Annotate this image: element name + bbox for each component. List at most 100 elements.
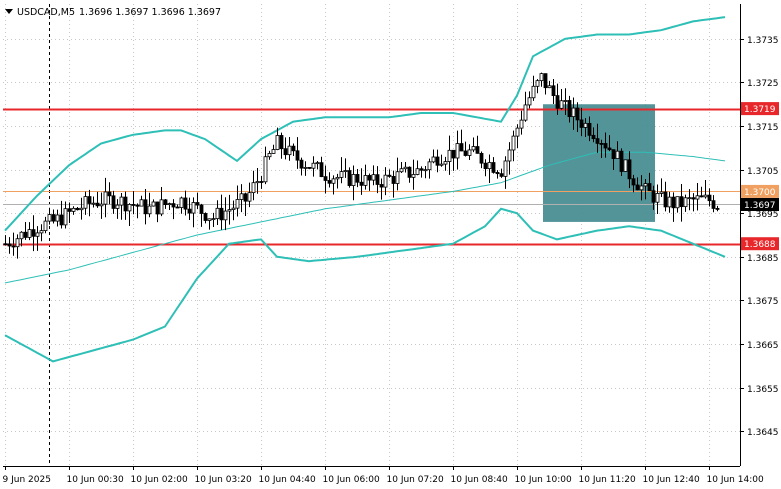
candle xyxy=(111,190,116,214)
candle-bull-body xyxy=(427,161,432,171)
candle xyxy=(211,212,216,228)
candle xyxy=(451,149,456,171)
candle xyxy=(647,172,652,192)
candle xyxy=(23,222,28,240)
candle-bull-body xyxy=(151,201,156,207)
candle-bear-body xyxy=(451,149,456,159)
candle-bull-body xyxy=(371,174,376,181)
candle xyxy=(315,161,320,170)
candle-bull-body xyxy=(695,195,700,200)
candle-bear-body xyxy=(651,190,656,203)
candle-bear-body xyxy=(87,196,92,204)
candle xyxy=(395,157,400,191)
candle-bull-body xyxy=(231,207,236,210)
y-tick-label: 1.3705 xyxy=(747,167,779,177)
candle-bull-body xyxy=(439,163,444,166)
candle-bear-body xyxy=(387,174,392,177)
candle xyxy=(63,201,68,229)
candle-bull-body xyxy=(423,169,428,172)
candle xyxy=(127,203,132,227)
candle xyxy=(79,197,84,220)
price-label-1.3688-bg xyxy=(741,237,779,251)
candle-bear-body xyxy=(347,170,352,186)
candle xyxy=(255,168,260,194)
candle xyxy=(407,166,412,183)
candle-bear-body xyxy=(627,159,632,180)
candle-bull-body xyxy=(179,197,184,208)
candle xyxy=(119,193,124,220)
candle-bear-body xyxy=(283,148,288,156)
candle xyxy=(239,184,244,213)
candle xyxy=(99,192,104,219)
candle xyxy=(303,161,308,176)
candle xyxy=(179,196,184,214)
candle-bear-body xyxy=(647,183,652,192)
candle-bear-body xyxy=(579,119,584,128)
candle-bear-body xyxy=(611,149,616,159)
candle xyxy=(535,79,540,94)
candle xyxy=(431,149,436,164)
candle-bull-body xyxy=(563,100,568,102)
candle xyxy=(387,169,392,178)
ohlc-values: 1.3696 1.3697 1.3696 1.3697 xyxy=(79,7,221,18)
candle xyxy=(31,215,36,252)
candle xyxy=(363,164,368,190)
candle-bull-body xyxy=(547,85,552,89)
candle-bull-body xyxy=(363,175,368,186)
candle-bear-body xyxy=(679,196,684,208)
x-tick-label: 10 Jun 00:30 xyxy=(67,475,124,485)
candle-bull-body xyxy=(539,73,544,82)
candle-bear-body xyxy=(379,184,384,188)
candle xyxy=(607,135,612,152)
candle-bear-body xyxy=(155,201,160,215)
candle-bull-body xyxy=(139,199,144,207)
candle-bear-body xyxy=(291,145,296,152)
axis-price-labels: 1.3719 1.3700 1.3688 1.3697 xyxy=(741,102,779,251)
candle-bull-body xyxy=(235,199,240,209)
candle xyxy=(107,182,112,205)
candle xyxy=(155,201,160,223)
candle xyxy=(563,88,568,115)
candle xyxy=(203,212,208,224)
candle-bull-body xyxy=(507,149,512,162)
candle xyxy=(627,151,632,189)
candle xyxy=(519,110,524,135)
candle xyxy=(715,205,720,212)
bollinger-lower xyxy=(4,207,726,363)
candle xyxy=(15,234,20,259)
candle xyxy=(199,203,204,227)
candle-bear-body xyxy=(631,178,636,186)
candle xyxy=(75,206,80,211)
candle-bull-body xyxy=(667,196,672,208)
triangle-down-icon[interactable] xyxy=(5,9,13,14)
candle xyxy=(571,97,576,130)
candle-bear-body xyxy=(367,175,372,181)
candle-bull-body xyxy=(215,207,220,220)
candle xyxy=(483,159,488,177)
x-tick-label: 10 Jun 11:20 xyxy=(579,475,636,485)
candle xyxy=(495,170,500,179)
candle-bear-body xyxy=(359,181,364,186)
candle xyxy=(527,91,532,109)
x-tick-label: 10 Jun 04:40 xyxy=(259,475,316,485)
candle xyxy=(399,161,404,174)
candle xyxy=(439,154,444,167)
candle-bull-body xyxy=(683,197,688,208)
candle-bear-body xyxy=(707,194,712,202)
current-price-label-bg xyxy=(741,197,779,211)
candle-bear-body xyxy=(319,162,324,178)
candle xyxy=(391,170,396,198)
candle xyxy=(419,166,424,178)
candle xyxy=(103,177,108,218)
axes: 1.3735 1.3725 1.3715 1.3705 1.3695 1.3685 1.36… xyxy=(3,4,779,485)
candle-bull-body xyxy=(19,231,24,240)
candle xyxy=(503,156,508,189)
candle xyxy=(379,178,384,200)
y-tick-label: 1.3645 xyxy=(747,428,779,438)
candle-bull-body xyxy=(315,162,320,165)
x-tick-label: 10 Jun 02:00 xyxy=(131,475,188,485)
candle xyxy=(27,222,32,241)
candle xyxy=(679,184,684,222)
candle xyxy=(615,141,620,159)
